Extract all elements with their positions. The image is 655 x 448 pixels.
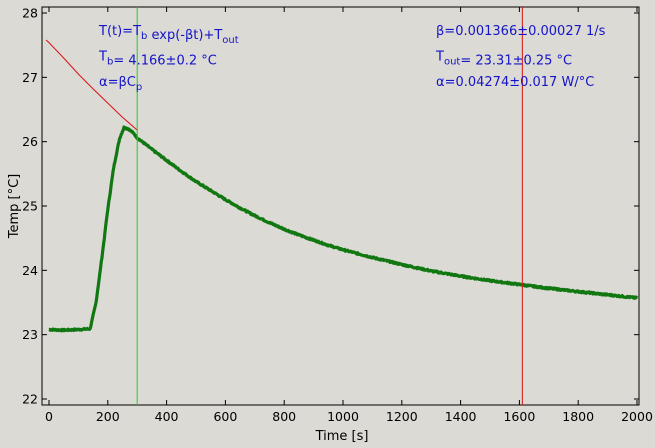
- annotation-right-2: α=0.04274±0.017 W/°C: [436, 75, 594, 90]
- plot-area: [41, 6, 640, 406]
- x-tick-label: 1600: [503, 409, 535, 424]
- annotation-left-2: α=βCp: [99, 75, 142, 93]
- x-tick-label: 1200: [386, 409, 418, 424]
- x-tick-label: 200: [96, 409, 120, 424]
- fit-annotations: T(t)=Tb exp(-βt)+Tout Tb= 4.166±0.2 °C α=β…: [98, 24, 606, 93]
- annotation-left-1: Tb= 4.166±0.2 °C: [98, 50, 217, 69]
- x-tick-label: 800: [272, 409, 296, 424]
- y-tick-label: 25: [22, 199, 38, 214]
- series-line-0: [48, 125, 639, 333]
- annotation-right-0: β=0.001366±0.00027 1/s: [436, 24, 606, 39]
- y-tick-label: 22: [22, 392, 38, 407]
- series-layer: [45, 39, 639, 333]
- annotation-right-1: Tout= 23.31±0.25 °C: [435, 50, 572, 69]
- x-tick-label: 0: [45, 409, 53, 424]
- axis-ticks: 0 200 400 600 800 1000 1200 1400 1600 1800 2000 22 2…: [22, 6, 653, 425]
- x-tick-label: 1000: [327, 409, 359, 424]
- marker-lines: [136, 7, 523, 405]
- y-tick-label: 24: [22, 263, 38, 278]
- y-tick-label: 28: [22, 6, 38, 21]
- x-tick-label: 400: [155, 409, 179, 424]
- x-axis-label: Time [s]: [315, 429, 369, 444]
- y-tick-label: 27: [22, 70, 38, 85]
- y-tick-label: 23: [22, 327, 38, 342]
- x-tick-label: 1400: [445, 409, 477, 424]
- x-tick-label: 1800: [562, 409, 594, 424]
- series-line-1: [45, 39, 138, 131]
- y-axis-label: Temp [°C]: [7, 174, 22, 240]
- x-tick-label: 2000: [621, 409, 653, 424]
- x-tick-label: 600: [213, 409, 237, 424]
- annotation-left-0: T(t)=Tb exp(-βt)+Tout: [98, 24, 239, 46]
- y-tick-label: 26: [22, 134, 38, 149]
